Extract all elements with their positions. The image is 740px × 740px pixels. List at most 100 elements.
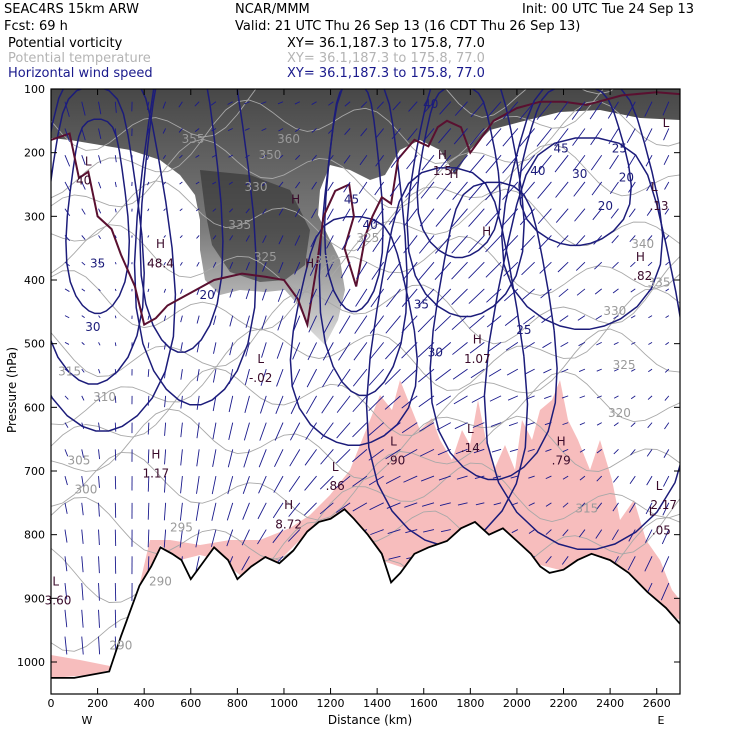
- wind-vector: [455, 448, 468, 455]
- wind-vector: [64, 261, 70, 267]
- wind-vector: [294, 261, 301, 275]
- wind-vector: [229, 261, 234, 269]
- wind-vector: [292, 315, 301, 332]
- wind-vector: [628, 529, 636, 542]
- wind-vector: [595, 315, 602, 320]
- wind-vector: [369, 502, 384, 511]
- theta-label: 310: [93, 390, 116, 404]
- wind-vector: [311, 128, 317, 133]
- wind-vector: [307, 342, 317, 361]
- wind-vector: [212, 449, 217, 467]
- wind-vector: [385, 342, 401, 360]
- wind-vector: [596, 395, 602, 399]
- wind-vector: [579, 475, 586, 481]
- wind-vector: [545, 529, 552, 535]
- wind-vector: [360, 101, 368, 108]
- wind-vector: [504, 288, 519, 302]
- x-tick-label: 2200: [550, 697, 578, 710]
- center-name: NCAR/MMM: [235, 2, 310, 17]
- pv-extremum-label: 1.07: [464, 352, 491, 366]
- wind-vector: [579, 448, 586, 453]
- wind-vector: [510, 475, 518, 479]
- theta-label: 330: [603, 304, 626, 318]
- wind-vector: [261, 288, 267, 301]
- wind-vector: [304, 475, 317, 491]
- wind-vector: [98, 315, 101, 319]
- wind-vector: [98, 261, 101, 265]
- wind-vector: [288, 529, 301, 542]
- wind-vector: [505, 342, 519, 351]
- wind-vector: [211, 154, 217, 158]
- wind-vector: [452, 181, 468, 200]
- wind-vector: [491, 448, 502, 453]
- wind-vector: [277, 315, 284, 331]
- wind-vector: [337, 368, 351, 388]
- endpoint-west: W: [82, 714, 93, 727]
- wind-vector: [344, 101, 351, 107]
- field-xy-horizontal-wind-speed: XY= 36.1,187.3 to 175.8, 77.0: [287, 66, 485, 81]
- wind-vector: [645, 529, 653, 543]
- wind-vector: [228, 422, 234, 440]
- wind-vector: [162, 101, 167, 109]
- wind-vector: [648, 368, 653, 373]
- wind-vector: [511, 529, 519, 534]
- wind-vector: [163, 315, 167, 322]
- pv-extremum-label: 3.60: [45, 594, 72, 608]
- wind-vector: [469, 154, 485, 173]
- wind-vector: [418, 235, 435, 254]
- wind-vector: [353, 342, 368, 361]
- wind-vector: [242, 502, 250, 520]
- wind-vector: [502, 208, 519, 226]
- wind-vector: [98, 529, 100, 546]
- wind-vector: [644, 556, 653, 572]
- wind-vector: [628, 208, 636, 218]
- wind-vector: [596, 341, 602, 346]
- wind-vector: [147, 502, 150, 520]
- wind-vector: [388, 555, 401, 560]
- wind-vector: [439, 101, 452, 115]
- theta-label: 315: [575, 501, 598, 515]
- pv-extremum-label: 40: [76, 174, 91, 188]
- wind-vector: [147, 315, 150, 320]
- wind-vector: [579, 395, 586, 399]
- wind-vector: [647, 395, 653, 400]
- wind-vector: [358, 181, 368, 194]
- wind-vector: [295, 181, 301, 189]
- theta-label: 300: [74, 482, 97, 496]
- wind-vector: [212, 369, 217, 383]
- wind-vector: [452, 368, 468, 380]
- wind-vector: [630, 395, 636, 400]
- wind-vector: [277, 288, 284, 302]
- wind-vector: [523, 315, 535, 325]
- theta-contour: [51, 288, 680, 426]
- wind-vector: [384, 422, 401, 435]
- wind-vector: [81, 502, 84, 516]
- wind-vector: [611, 529, 619, 541]
- wind-vector: [278, 262, 284, 274]
- wind-vector: [212, 235, 217, 240]
- theta-contour: [51, 143, 680, 252]
- wind-vector: [664, 208, 670, 215]
- x-tick-label: 2600: [643, 697, 671, 710]
- wind-vector: [540, 288, 552, 299]
- pv-extremum-label: H: [482, 224, 491, 238]
- wind-vector: [435, 395, 452, 406]
- wind-vector: [401, 422, 418, 434]
- wind-vector: [541, 315, 552, 324]
- wind-vector: [163, 235, 166, 238]
- wind-vector: [227, 101, 233, 105]
- wind-vector: [630, 315, 636, 319]
- wind-vector: [310, 208, 317, 219]
- wind-vector: [319, 475, 334, 490]
- y-tick-label: 600: [24, 401, 45, 414]
- wind-vector: [228, 395, 234, 413]
- wind-vector: [390, 154, 401, 168]
- wind-vector: [196, 369, 200, 382]
- wind-vector: [290, 395, 301, 415]
- wind-vector: [294, 235, 301, 246]
- wind-vector: [360, 128, 368, 137]
- wind-vector: [592, 208, 603, 221]
- wind-vector: [328, 128, 334, 134]
- wind-vector: [162, 154, 166, 160]
- wind-vector: [98, 101, 102, 115]
